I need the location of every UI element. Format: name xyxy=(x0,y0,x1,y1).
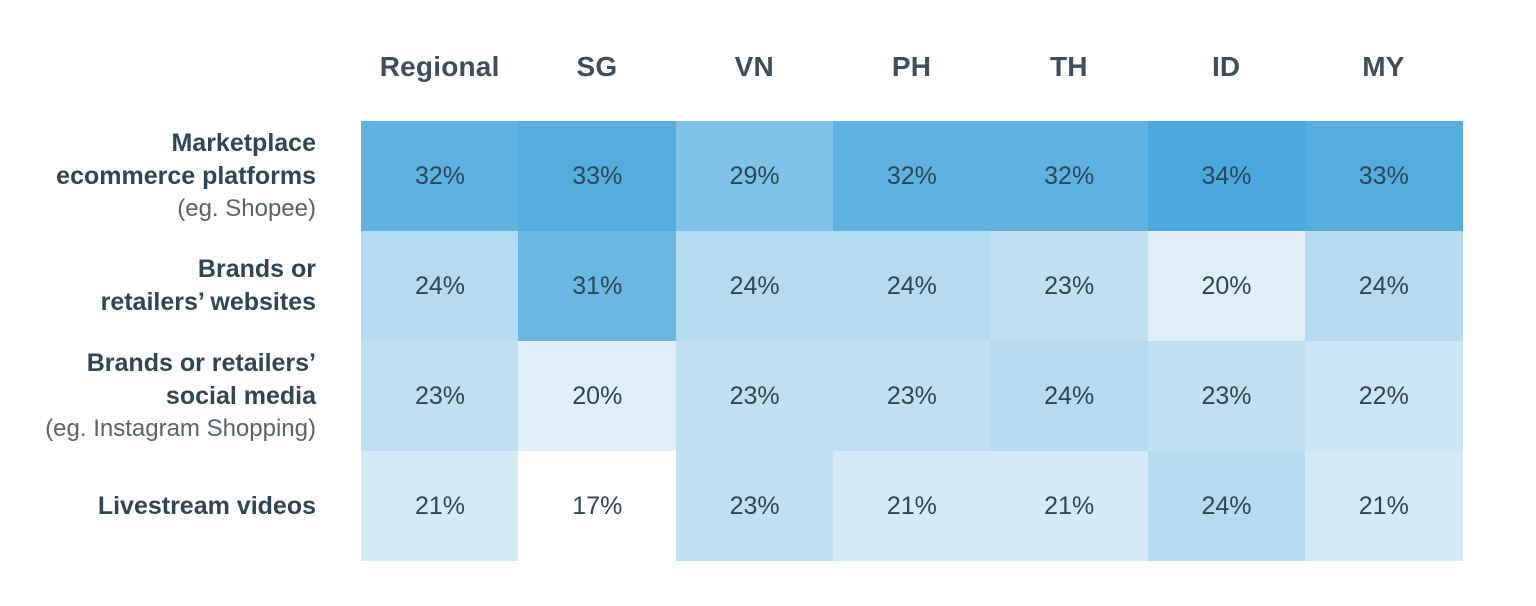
heatmap-cell-ph-row3: 21% xyxy=(832,451,991,561)
heatmap-cell-my-row1: 24% xyxy=(1304,231,1463,341)
column-header-my: MY xyxy=(1362,51,1405,82)
heatmap-cell-vn-row1: 24% xyxy=(675,231,834,341)
heatmap-cell-id-row1: 20% xyxy=(1147,231,1306,341)
heatmap-cell-regional-row0: 32% xyxy=(361,121,519,231)
row-label-0: Marketplace ecommerce platforms (eg. Shop… xyxy=(0,121,316,231)
row-label-example: (eg. Shopee) xyxy=(177,195,316,222)
heatmap-cell-vn-row0: 29% xyxy=(675,121,834,231)
heatmap-cell-th-row3: 21% xyxy=(990,451,1149,561)
heatmap-cell-sg-row0: 33% xyxy=(518,121,677,231)
heatmap-cell-id-row2: 23% xyxy=(1147,341,1306,451)
heatmap-cell-ph-row0: 32% xyxy=(832,121,991,231)
column-header-vn: VN xyxy=(734,51,774,82)
row-label-title: Livestream videos xyxy=(97,491,316,520)
heatmap-cell-my-row0: 33% xyxy=(1304,121,1463,231)
heatmap-cell-sg-row1: 31% xyxy=(518,231,677,341)
row-label-1: Brands or retailers’ websites xyxy=(0,231,316,341)
row-label-3: Livestream videos xyxy=(0,451,316,561)
heatmap-cell-regional-row2: 23% xyxy=(361,341,519,451)
column-header-th: TH xyxy=(1049,51,1088,82)
heatmap-cell-ph-row2: 23% xyxy=(832,341,991,451)
heatmap-cell-my-row2: 22% xyxy=(1304,341,1463,451)
row-label-example: (eg. Instagram Shopping) xyxy=(45,415,316,442)
heatmap-cell-th-row0: 32% xyxy=(990,121,1149,231)
row-label-title: Brands or retailers’ social media xyxy=(86,349,316,410)
heatmap-cell-sg-row3: 17% xyxy=(518,451,677,561)
heatmap-cell-id-row3: 24% xyxy=(1147,451,1306,561)
heatmap-cell-th-row2: 24% xyxy=(990,341,1149,451)
column-header-ph: PH xyxy=(891,51,932,82)
heatmap-cell-ph-row1: 24% xyxy=(832,231,991,341)
heatmap-cell-sg-row2: 20% xyxy=(518,341,677,451)
row-label-title: Marketplace ecommerce platforms xyxy=(56,129,316,190)
row-label-2: Brands or retailers’ social media (eg. In… xyxy=(0,341,316,451)
column-header-id: ID xyxy=(1211,51,1241,82)
heatmap-cell-vn-row3: 23% xyxy=(675,451,834,561)
heatmap-cell-regional-row1: 24% xyxy=(361,231,519,341)
heatmap-cell-id-row0: 34% xyxy=(1147,121,1306,231)
column-header-sg: SG xyxy=(576,51,618,82)
heatmap-cell-regional-row3: 21% xyxy=(361,451,519,561)
row-label-title: Brands or retailers’ websites xyxy=(100,255,316,316)
heatmap-cell-th-row1: 23% xyxy=(990,231,1149,341)
heatmap-cell-my-row3: 21% xyxy=(1304,451,1463,561)
column-header-regional: Regional xyxy=(379,51,500,82)
heatmap-cell-vn-row2: 23% xyxy=(675,341,834,451)
